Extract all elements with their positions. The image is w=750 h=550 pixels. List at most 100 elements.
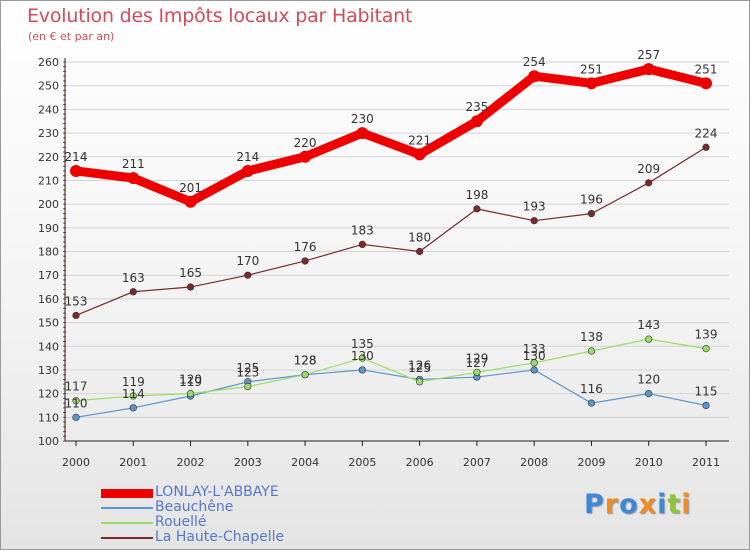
x-tick-label: 2006 [406,456,434,469]
legend-swatch [101,537,153,539]
series-line [75,369,707,418]
data-point [645,390,653,398]
data-point [299,150,312,163]
data-label: 127 [465,356,488,370]
data-point [416,247,424,256]
y-tick-label: 260 [38,56,59,69]
y-tick-label: 200 [38,198,59,211]
data-label: 130 [523,349,546,363]
x-tick-label: 2000 [62,456,90,469]
data-point [413,148,426,161]
data-point [358,366,366,374]
y-tick-label: 180 [38,246,59,259]
data-label: 198 [465,188,488,202]
x-tick-label: 2001 [119,456,147,469]
data-label: 120 [637,373,660,387]
data-point [700,77,712,90]
data-label: 230 [351,112,374,126]
data-point [301,371,309,379]
data-point [645,179,653,187]
data-label: 220 [294,136,317,150]
data-label: 193 [523,200,546,214]
data-point [72,311,80,320]
data-label: 138 [580,330,603,344]
y-tick-label: 230 [38,127,59,140]
data-point [358,240,366,248]
data-point [129,288,137,296]
data-label: 221 [408,133,431,147]
x-tick-label: 2007 [463,456,491,469]
data-point [530,366,538,374]
data-point [473,368,481,376]
data-point [358,354,366,362]
data-label: 129 [465,351,488,365]
data-label: 257 [637,48,660,62]
data-point [530,217,538,225]
series-lines [70,63,712,421]
data-point [301,257,309,265]
y-tick-label: 100 [38,435,59,448]
data-point [528,70,541,83]
data-point [645,335,653,343]
data-point [241,164,254,177]
data-label: 251 [580,62,603,76]
data-point [642,63,655,76]
data-point [587,347,596,355]
y-tick-label: 240 [38,103,59,116]
x-tick-label: 2004 [291,456,319,469]
legend-swatch [101,522,153,524]
data-point [129,392,137,400]
legend-label: Beauchêne [155,499,234,515]
y-tick-label: 220 [38,151,59,164]
data-label: 125 [236,361,259,375]
y-tick-label: 150 [38,317,59,330]
data-label: 235 [465,100,488,114]
legend-swatch [101,507,153,509]
data-point [702,401,710,410]
data-label: 110 [65,396,88,410]
data-point [416,378,424,386]
data-label: 176 [294,240,317,254]
y-tick-label: 210 [38,174,59,187]
data-label: 209 [637,162,660,176]
data-label: 224 [695,126,718,140]
data-point [702,143,710,151]
y-tick-label: 160 [38,293,59,306]
data-label: 180 [408,231,431,245]
data-label: 254 [523,55,546,69]
data-point [244,382,252,391]
grid-lines [65,61,729,442]
data-label: 170 [236,254,259,268]
data-label: 214 [236,150,259,164]
data-point [186,283,195,291]
data-label: 117 [65,380,88,394]
legend-swatch [101,488,153,498]
data-point [473,205,481,213]
x-tick-label: 2008 [520,456,548,469]
series-line [75,338,707,402]
data-label: 153 [65,294,88,308]
data-label: 125 [408,361,431,375]
data-label: 251 [695,62,718,76]
data-label: 119 [179,375,202,389]
data-label: 214 [65,150,88,164]
y-tick-label: 140 [38,340,59,353]
x-tick-label: 2005 [348,456,376,469]
y-tick-label: 170 [38,269,59,282]
data-label: 115 [695,384,718,398]
data-label: 130 [351,349,374,363]
data-point [702,345,710,353]
data-point [587,210,596,218]
data-point [530,359,538,367]
data-label: 128 [294,354,317,368]
proxiti-logo: Proxiti [584,489,692,520]
y-tick-label: 250 [38,80,59,93]
data-point [129,404,137,412]
y-tick-label: 190 [38,222,59,235]
data-label: 139 [695,328,718,342]
legend-label: LONLAY-L'ABBAYE [155,484,279,500]
data-label: 128 [294,354,317,368]
x-tick-label: 2002 [177,456,205,469]
x-tick-label: 2003 [234,456,262,469]
data-label: 133 [523,342,546,356]
